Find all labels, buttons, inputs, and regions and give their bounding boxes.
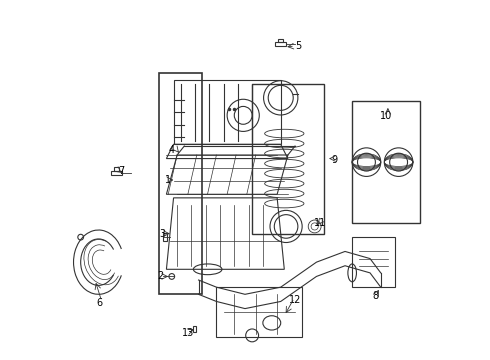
Bar	[275, 42, 286, 46]
Text: 5: 5	[295, 41, 301, 51]
Text: 8: 8	[372, 291, 378, 301]
Bar	[114, 167, 119, 171]
Text: 2: 2	[157, 271, 163, 282]
Text: 11: 11	[314, 218, 326, 228]
Bar	[217, 287, 302, 337]
Text: 12: 12	[289, 295, 301, 305]
Bar	[163, 233, 167, 242]
Bar	[352, 102, 420, 223]
Text: 6: 6	[96, 298, 102, 308]
Bar	[352, 237, 395, 287]
Text: 10: 10	[380, 111, 392, 121]
Text: 7: 7	[119, 166, 125, 176]
Text: 9: 9	[331, 156, 338, 165]
Bar	[111, 171, 122, 175]
Text: 3: 3	[159, 229, 165, 239]
Text: 13: 13	[182, 328, 194, 338]
Text: 1: 1	[165, 175, 172, 185]
Bar	[193, 327, 196, 332]
Bar	[159, 73, 202, 294]
Text: 4: 4	[169, 145, 175, 155]
Bar	[173, 80, 281, 144]
Bar	[252, 84, 323, 234]
Bar	[278, 39, 283, 42]
